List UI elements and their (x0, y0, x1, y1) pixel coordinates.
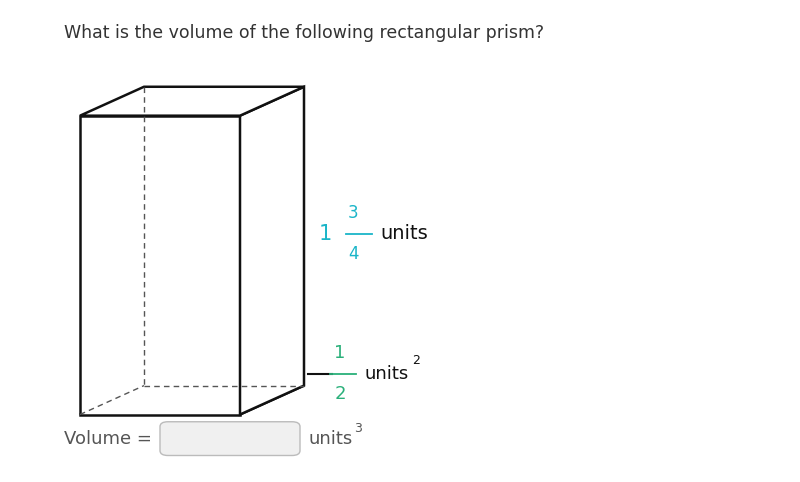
Text: What is the volume of the following rectangular prism?: What is the volume of the following rect… (64, 24, 544, 42)
FancyBboxPatch shape (160, 422, 300, 455)
Text: units: units (380, 224, 428, 243)
Text: Volume =: Volume = (64, 429, 152, 448)
Text: 1: 1 (318, 224, 332, 244)
Text: 2: 2 (412, 354, 420, 367)
Polygon shape (80, 87, 304, 116)
Text: units: units (308, 429, 352, 448)
Text: 2: 2 (334, 385, 346, 403)
Text: 1: 1 (334, 344, 346, 362)
Polygon shape (240, 87, 304, 415)
Text: units: units (364, 364, 408, 383)
Polygon shape (80, 116, 240, 415)
Text: 3: 3 (354, 423, 362, 435)
Text: 3: 3 (348, 204, 358, 222)
Polygon shape (80, 386, 304, 415)
Text: 4: 4 (348, 245, 358, 264)
